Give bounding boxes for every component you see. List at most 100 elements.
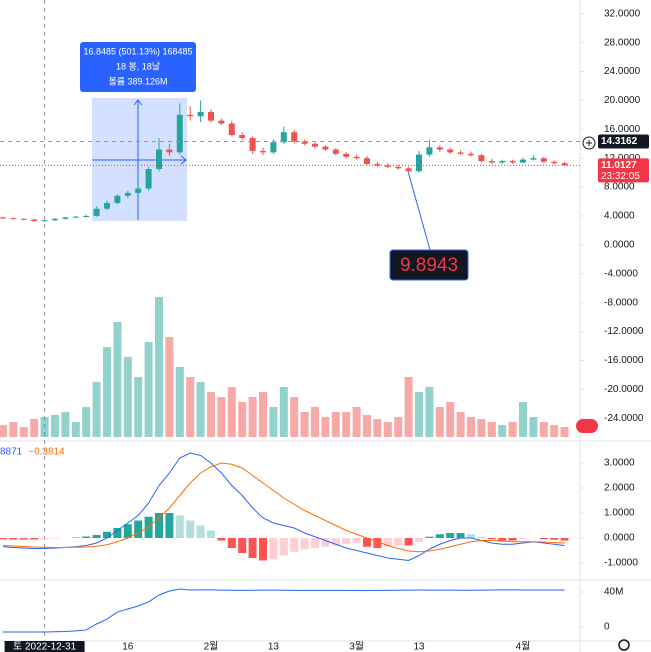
candle-body	[530, 158, 537, 160]
candle-body	[509, 161, 516, 163]
macd-histogram-bar	[435, 534, 444, 538]
candle-body	[208, 111, 214, 121]
macd-histogram-bar	[477, 536, 486, 538]
macd-histogram-bar	[498, 538, 507, 541]
volume-bar	[238, 402, 247, 437]
candle-body	[457, 152, 464, 154]
y-tick-label: -20.0000	[604, 384, 644, 395]
volume-bar	[487, 422, 496, 437]
candle-body	[436, 147, 443, 150]
price-tag	[598, 134, 649, 149]
volume-bar	[186, 377, 195, 437]
candle-body	[197, 111, 204, 117]
volume-bar	[435, 407, 444, 437]
candle-body	[72, 216, 79, 218]
volume-bar	[144, 342, 153, 437]
volume-bar	[175, 367, 184, 437]
macd-histogram-bar	[456, 533, 465, 538]
flag-icon[interactable]	[576, 419, 598, 433]
macd-histogram-bar	[217, 538, 226, 541]
macd-histogram-bar	[446, 533, 455, 538]
candle-body	[52, 218, 58, 221]
candle-body	[488, 161, 495, 163]
x-tick-label: 13	[413, 642, 425, 652]
candle-body	[322, 146, 329, 150]
volume-bar	[19, 427, 28, 437]
macd-histogram-bar	[196, 525, 205, 538]
volume-bar	[155, 297, 163, 437]
macd-histogram-bar	[467, 534, 475, 538]
volume-bar	[477, 419, 486, 437]
crosshair-label: 토 2022-12-31	[13, 642, 77, 652]
macd-histogram-bar	[248, 538, 257, 558]
candle-body	[499, 161, 506, 163]
y-tick-label: -16.0000	[604, 355, 644, 366]
candle-body	[124, 192, 131, 196]
arrow-head	[133, 99, 143, 106]
macd-histogram-bar	[383, 538, 392, 547]
y-tick-label: 3.0000	[604, 458, 635, 469]
macd-histogram-bar	[9, 538, 18, 540]
volume-bar	[331, 412, 340, 437]
candle-body	[104, 202, 110, 209]
y-tick-label: 32.0000	[604, 8, 641, 19]
macd-histogram-bar	[415, 538, 423, 542]
volume-bar	[92, 382, 101, 437]
macd-histogram-bar	[560, 538, 569, 541]
macd-histogram-bar	[92, 535, 101, 538]
candle-body	[239, 135, 246, 138]
volume-bar	[383, 422, 392, 437]
volume-bar	[40, 417, 49, 437]
volume-bar	[498, 425, 507, 437]
y-tick-label: 28.0000	[604, 37, 641, 48]
macd-histogram-bar	[508, 538, 517, 541]
macd-histogram-bar	[550, 538, 559, 540]
add-icon[interactable]	[582, 136, 596, 150]
macd-histogram-bar	[300, 538, 309, 550]
y-tick-label: 8.0000	[604, 182, 635, 193]
macd-histogram-bar	[487, 538, 496, 540]
volume-bar	[300, 412, 309, 437]
candle-body	[374, 163, 381, 166]
candle-body	[332, 149, 339, 154]
macd-histogram-bar	[165, 513, 174, 538]
candle-body	[312, 143, 318, 147]
macd-histogram-bar	[103, 531, 111, 538]
settings-icon[interactable]	[618, 639, 630, 651]
volume-bar	[415, 392, 423, 437]
candle-body	[156, 149, 162, 170]
candle-body	[187, 114, 194, 117]
volume-bar	[539, 422, 548, 437]
candle-body	[520, 159, 526, 163]
candle-body	[478, 155, 485, 162]
legend-value: 8871	[0, 447, 23, 458]
volume-bar	[0, 425, 7, 437]
volume-bar	[363, 415, 371, 437]
volume-bar	[394, 417, 403, 437]
y-tick-label: 0	[604, 622, 610, 633]
candle-body	[384, 165, 391, 167]
volume-bar	[456, 412, 465, 437]
macd-histogram-bar	[352, 538, 361, 543]
macd-histogram-bar	[342, 538, 351, 545]
volume-bar	[103, 347, 111, 437]
volume-bar	[373, 419, 382, 437]
x-tick-label: 2월	[204, 641, 219, 652]
volume-bar	[165, 337, 174, 437]
callout-box	[389, 249, 469, 281]
volume-bar	[529, 417, 538, 437]
callout-label: 9.8943	[400, 255, 458, 276]
volume-bar	[227, 387, 236, 437]
candle-body	[228, 123, 235, 136]
y-tick-label: 2.0000	[604, 483, 635, 494]
volume-bar	[196, 382, 205, 437]
volume-bar	[425, 387, 434, 437]
candle-body	[395, 166, 402, 169]
volume-bar	[560, 427, 569, 437]
x-tick-label: 13	[268, 642, 280, 652]
volume-bar	[508, 422, 517, 437]
candle-body	[447, 149, 454, 153]
candle-body	[416, 154, 422, 172]
